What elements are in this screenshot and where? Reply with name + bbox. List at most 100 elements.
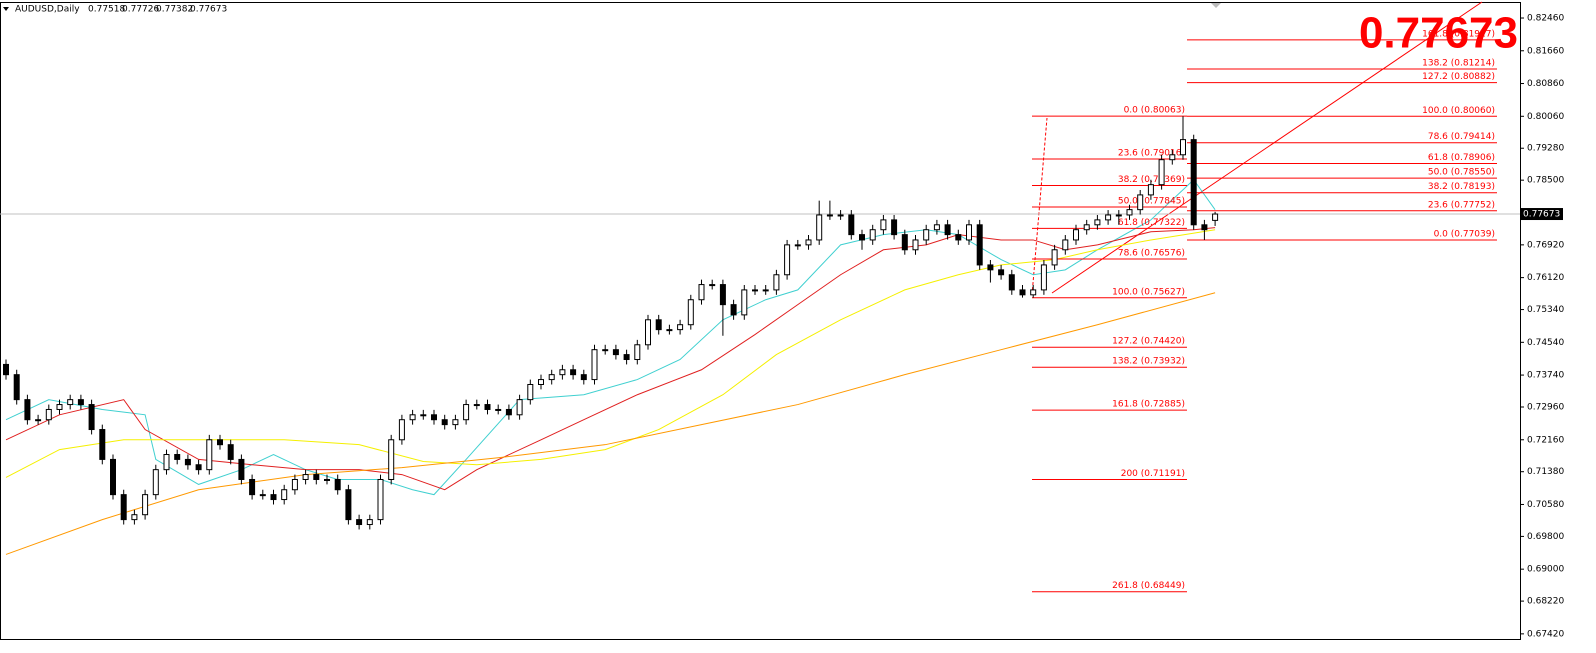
ohlc-high: 0.77726 [122,5,159,15]
candle-body [1083,224,1090,231]
candle-body [1190,139,1197,226]
candle-body [120,494,127,521]
y-tick-label: 0.72960 [1527,403,1564,413]
header: AUDUSD,Daily 0.77518 0.77726 0.77382 0.7… [15,5,227,15]
fib-label: 0.0 (0.77039) [1434,229,1495,239]
y-tick-label: 0.68220 [1527,597,1564,607]
candle-body [505,408,512,416]
candle-body [580,374,587,381]
candle-body [281,489,288,501]
candle-body [152,469,159,496]
candle-body [805,239,812,246]
candle-body [773,274,780,291]
fib-label: 161.8 (0.72885) [1112,400,1185,410]
candle-body [45,408,52,421]
fib-label: 50.0 (0.78550) [1428,168,1495,178]
candle-body [473,404,480,407]
y-tick-label: 0.73740 [1527,371,1564,381]
candle-body [1126,209,1133,216]
candle-body [859,234,865,241]
candle-body [142,494,149,516]
candle-body [634,344,641,361]
y-tick-label: 0.80060 [1527,112,1564,122]
candle-body [591,349,598,381]
candle-body [420,414,427,417]
candle-body [249,478,256,496]
y-tick-label: 0.75340 [1527,305,1564,315]
candle-body [1137,194,1144,211]
candle-body [698,284,705,301]
candle-body [1201,224,1208,231]
candle-body [1094,219,1101,226]
candle-body [484,404,491,410]
candle-body [645,319,651,346]
candle-body [259,494,266,497]
price-box [1520,208,1563,221]
moving-average [5,227,1216,491]
candle-body [1040,264,1047,291]
candle-body [848,214,855,236]
candle-body [955,234,962,241]
candle-body [398,419,405,441]
candle-body [291,478,298,491]
fib-label: 61.8 (0.78906) [1428,153,1495,163]
candle-body [944,224,951,236]
plot-frame [0,2,1521,640]
candle-body [826,214,833,217]
candle-body [730,304,737,316]
candle-body [174,454,181,460]
candle-body [709,284,716,287]
moving-average [5,292,1216,555]
y-tick-label: 0.76920 [1527,240,1564,250]
y-tick-label: 0.71380 [1527,467,1564,477]
candle-body [206,439,213,471]
fib-label: 38.2 (0.78193) [1428,182,1495,192]
candle-body [313,474,320,480]
candle-body [794,244,801,247]
candle-body [741,289,748,316]
big-price: 0.77673 [1359,9,1518,58]
candle-body [1115,214,1122,217]
candle-body [527,383,534,401]
symbol: AUDUSD,Daily [15,5,80,15]
candle-body [1062,239,1069,251]
fib-label: 100.0 (0.80060) [1422,106,1495,116]
y-tick-label: 0.67420 [1527,629,1564,639]
moving-average [5,179,1216,496]
fib-label: 261.8 (0.68449) [1112,581,1185,591]
candle-body [1105,214,1112,221]
candle-body [131,514,138,521]
candle-body [334,478,341,491]
candle-body [516,399,523,416]
candle-body [452,419,459,426]
candle-body [1147,184,1154,196]
fib-label: 38.2 (0.78369) [1118,175,1185,185]
candle-body [784,244,791,276]
fib-label: 127.2 (0.74420) [1112,337,1185,347]
candle-body [923,229,930,241]
y-tick-label: 0.76120 [1527,273,1564,283]
candle-body [987,264,994,271]
candle-body [816,214,823,241]
candle-body [612,349,619,356]
candle-body [837,214,844,217]
candle-body [238,458,245,480]
shift-marker [1211,3,1221,8]
candle-body [13,374,20,401]
candle-body [901,234,908,251]
price-box-label: 0.77673 [1523,210,1560,220]
fib-label: 23.6 (0.77752) [1428,200,1495,210]
y-tick-label: 0.78500 [1527,176,1564,186]
moving-average [5,229,1216,478]
candle-body [67,399,74,406]
candle-body [623,354,630,361]
candle-body [56,404,63,410]
fib-label: 23.6 (0.79016) [1118,149,1185,159]
candle-body [88,404,95,431]
candle-body [891,219,898,236]
candle-body [719,284,726,306]
candle-body [687,299,694,326]
fib-label: 200 (0.71191) [1121,469,1185,479]
candle-body [933,224,940,231]
candle-body [976,224,983,266]
